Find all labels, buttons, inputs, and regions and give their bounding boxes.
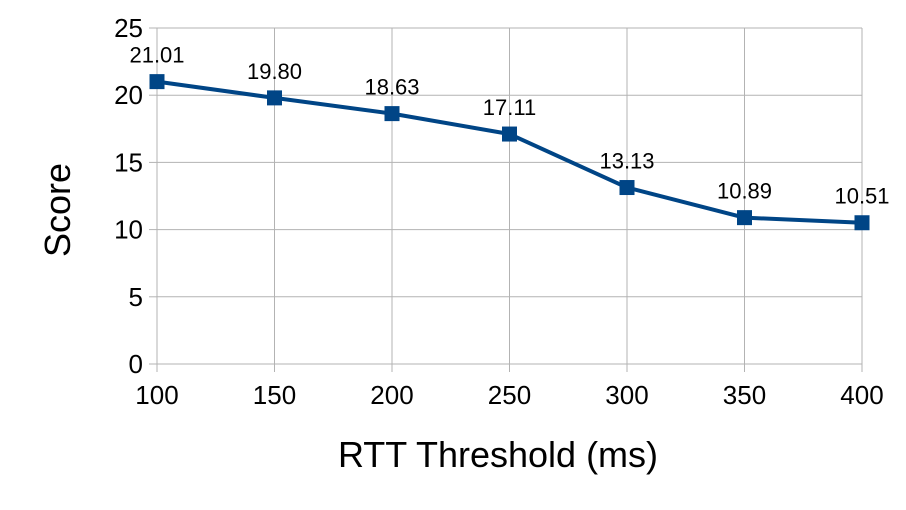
data-point-marker — [854, 215, 870, 231]
label-layer: 21.01 19.80 18.63 17.11 13.13 10.89 10.51 — [129, 43, 889, 209]
series-layer — [149, 74, 870, 231]
data-label: 19.80 — [247, 59, 302, 84]
y-tick-label: 0 — [129, 349, 143, 379]
y-tick-label: 25 — [114, 13, 143, 43]
data-point-marker — [502, 126, 517, 142]
data-label: 21.01 — [129, 43, 184, 68]
data-point-marker — [384, 106, 400, 122]
y-tick-label: 5 — [129, 282, 143, 312]
data-label: 10.89 — [717, 179, 772, 204]
data-point-marker — [619, 180, 635, 196]
x-axis-title: RTT Threshold (ms) — [338, 434, 658, 475]
x-tick-label: 300 — [605, 380, 648, 410]
y-axis-title: Score — [37, 163, 78, 257]
axis-layer: 0 5 10 15 20 25 100 150 200 250 300 350 400 — [114, 13, 884, 410]
data-point-marker — [149, 74, 165, 90]
x-tick-label: 400 — [840, 380, 883, 410]
data-label: 17.11 — [483, 95, 536, 120]
x-tick-label: 100 — [135, 380, 178, 410]
data-point-marker — [267, 90, 282, 106]
data-label: 10.51 — [834, 184, 889, 209]
data-label: 18.63 — [364, 75, 419, 100]
data-label: 13.13 — [599, 149, 654, 174]
x-tick-label: 150 — [253, 380, 296, 410]
y-tick-label: 15 — [114, 147, 143, 177]
data-point-marker — [737, 210, 752, 226]
y-tick-label: 10 — [114, 215, 143, 245]
x-tick-label: 250 — [488, 380, 531, 410]
y-tick-label: 20 — [114, 80, 143, 110]
x-tick-label: 200 — [370, 380, 413, 410]
grid-layer — [156, 27, 863, 365]
x-tick-label: 350 — [723, 380, 766, 410]
